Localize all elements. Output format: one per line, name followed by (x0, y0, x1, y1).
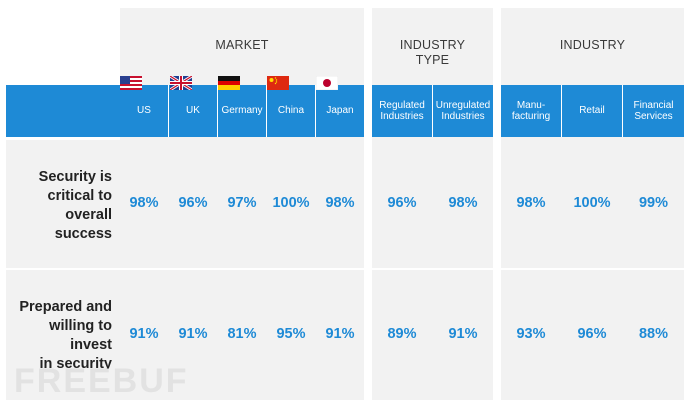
row2-value-manufacturing: 93% (516, 326, 546, 342)
uk-flag-icon (170, 76, 192, 90)
column-header-band (6, 85, 364, 137)
germany-flag-icon (218, 76, 240, 90)
row1-value-manufacturing: 98% (516, 195, 546, 211)
row1-value-financial: 99% (638, 195, 669, 211)
row2-value-china: 95% (276, 326, 306, 342)
row1-value-japan: 98% (325, 195, 355, 211)
row2-value-retail: 96% (577, 326, 607, 342)
row1-label-line: Security is (38, 169, 112, 185)
row2-value-germany: 81% (227, 326, 257, 342)
col-manufacturing: Manu- facturing (501, 85, 561, 137)
row1-value-uk: 96% (178, 195, 208, 211)
row1-value-unregulated: 98% (448, 195, 478, 211)
col-regulated-industries: Regulated Industries (372, 85, 432, 137)
market-panel (120, 8, 364, 400)
japan-flag-icon (316, 76, 338, 90)
col-us: US (137, 105, 151, 117)
row2-label-line: invest (70, 337, 112, 353)
industry-panel (501, 8, 684, 400)
row2-label-line: in security (39, 356, 112, 372)
industry-group-header: INDUSTRY (559, 38, 626, 52)
band-divider (315, 85, 316, 137)
us-flag-icon (120, 76, 142, 90)
col-manufacturing-line1: Manu- (516, 99, 546, 111)
col-financial-line1: Financial (633, 99, 674, 111)
band-divider (622, 85, 623, 137)
row2-value-regulated: 89% (387, 326, 417, 342)
row-label-prepared-to-invest: Prepared and willing to invest in securi… (6, 298, 112, 374)
row2-value-unregulated: 91% (448, 326, 478, 342)
industry-type-panel (372, 8, 493, 400)
row1-label-line: critical to (47, 188, 112, 204)
col-financial-services: Financial Services (623, 85, 684, 137)
industry-type-header-line2: TYPE (415, 53, 450, 67)
row-label-security-critical: Security is critical to overall success (6, 168, 112, 244)
band-divider (217, 85, 218, 137)
col-japan: Japan (326, 105, 354, 117)
band-divider (432, 85, 433, 137)
row-divider (6, 268, 684, 270)
row2-value-japan: 91% (325, 326, 355, 342)
row1-value-us: 98% (129, 195, 159, 211)
col-manufacturing-line2: facturing (511, 111, 551, 122)
row2-value-us: 91% (129, 326, 159, 342)
row1-value-china: 100% (272, 195, 310, 211)
row-labels-panel (6, 140, 120, 400)
industry-type-group-header: INDUSTRY TYPE (372, 38, 493, 68)
column-header-band-industry (501, 85, 684, 137)
market-group-header: MARKET (215, 38, 269, 52)
row2-label-line: Prepared and (19, 299, 112, 315)
col-financial-line2: Services (634, 111, 673, 122)
row1-label-line: success (54, 226, 112, 242)
row1-value-retail: 100% (573, 195, 611, 211)
col-uk: UK (186, 105, 200, 117)
row2-value-financial: 88% (638, 326, 669, 342)
col-unregulated-industries: Unregulated Industries (433, 85, 493, 137)
row1-label-line: overall (65, 207, 112, 223)
industry-type-header-line1: INDUSTRY (399, 38, 466, 52)
col-germany: Germany (221, 105, 263, 117)
row2-label-line: willing to (49, 318, 112, 334)
watermark: FREEBUF (14, 362, 189, 400)
col-retail: Retail (579, 105, 605, 117)
col-unregulated-line2: Industries (441, 111, 485, 122)
band-divider (561, 85, 562, 137)
col-unregulated-line1: Unregulated (435, 99, 491, 111)
row1-value-regulated: 96% (387, 195, 417, 211)
row1-value-germany: 97% (227, 195, 257, 211)
row2-value-uk: 91% (178, 326, 208, 342)
col-regulated-line2: Industries (380, 111, 424, 122)
band-divider (168, 85, 169, 137)
col-china: China (277, 105, 305, 117)
china-flag-icon (267, 76, 289, 90)
col-regulated-line1: Regulated (379, 99, 425, 111)
band-divider (266, 85, 267, 137)
